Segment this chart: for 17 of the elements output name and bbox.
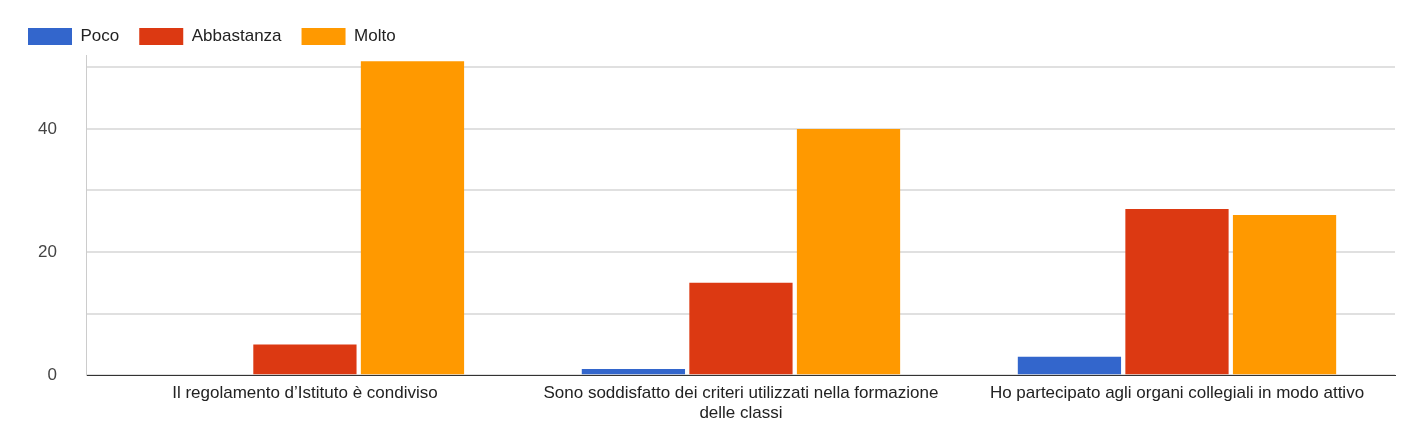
bar (796, 128, 901, 375)
y-tick-label: 20 (37, 241, 57, 261)
x-tick-label: Il regolamento d’Istituto è condiviso (172, 383, 438, 403)
bar (253, 344, 357, 375)
x-tick-label: Sono soddisfatto dei criteri utilizzati nella formazione delle classi (543, 383, 939, 423)
bar (689, 282, 793, 375)
y-tick-label: 40 (37, 118, 57, 138)
bar (1017, 356, 1122, 375)
x-tick-label: Ho partecipato agli organi collegiali in modo attivo (989, 383, 1365, 403)
bar (1125, 208, 1229, 375)
bar (1232, 215, 1337, 375)
legend-label: Molto (354, 26, 396, 46)
bar (581, 369, 686, 375)
legend-label: Poco (80, 26, 120, 46)
legend-label: Abbastanza (191, 26, 283, 46)
bar (360, 61, 465, 375)
y-tick-label: 0 (47, 364, 57, 384)
